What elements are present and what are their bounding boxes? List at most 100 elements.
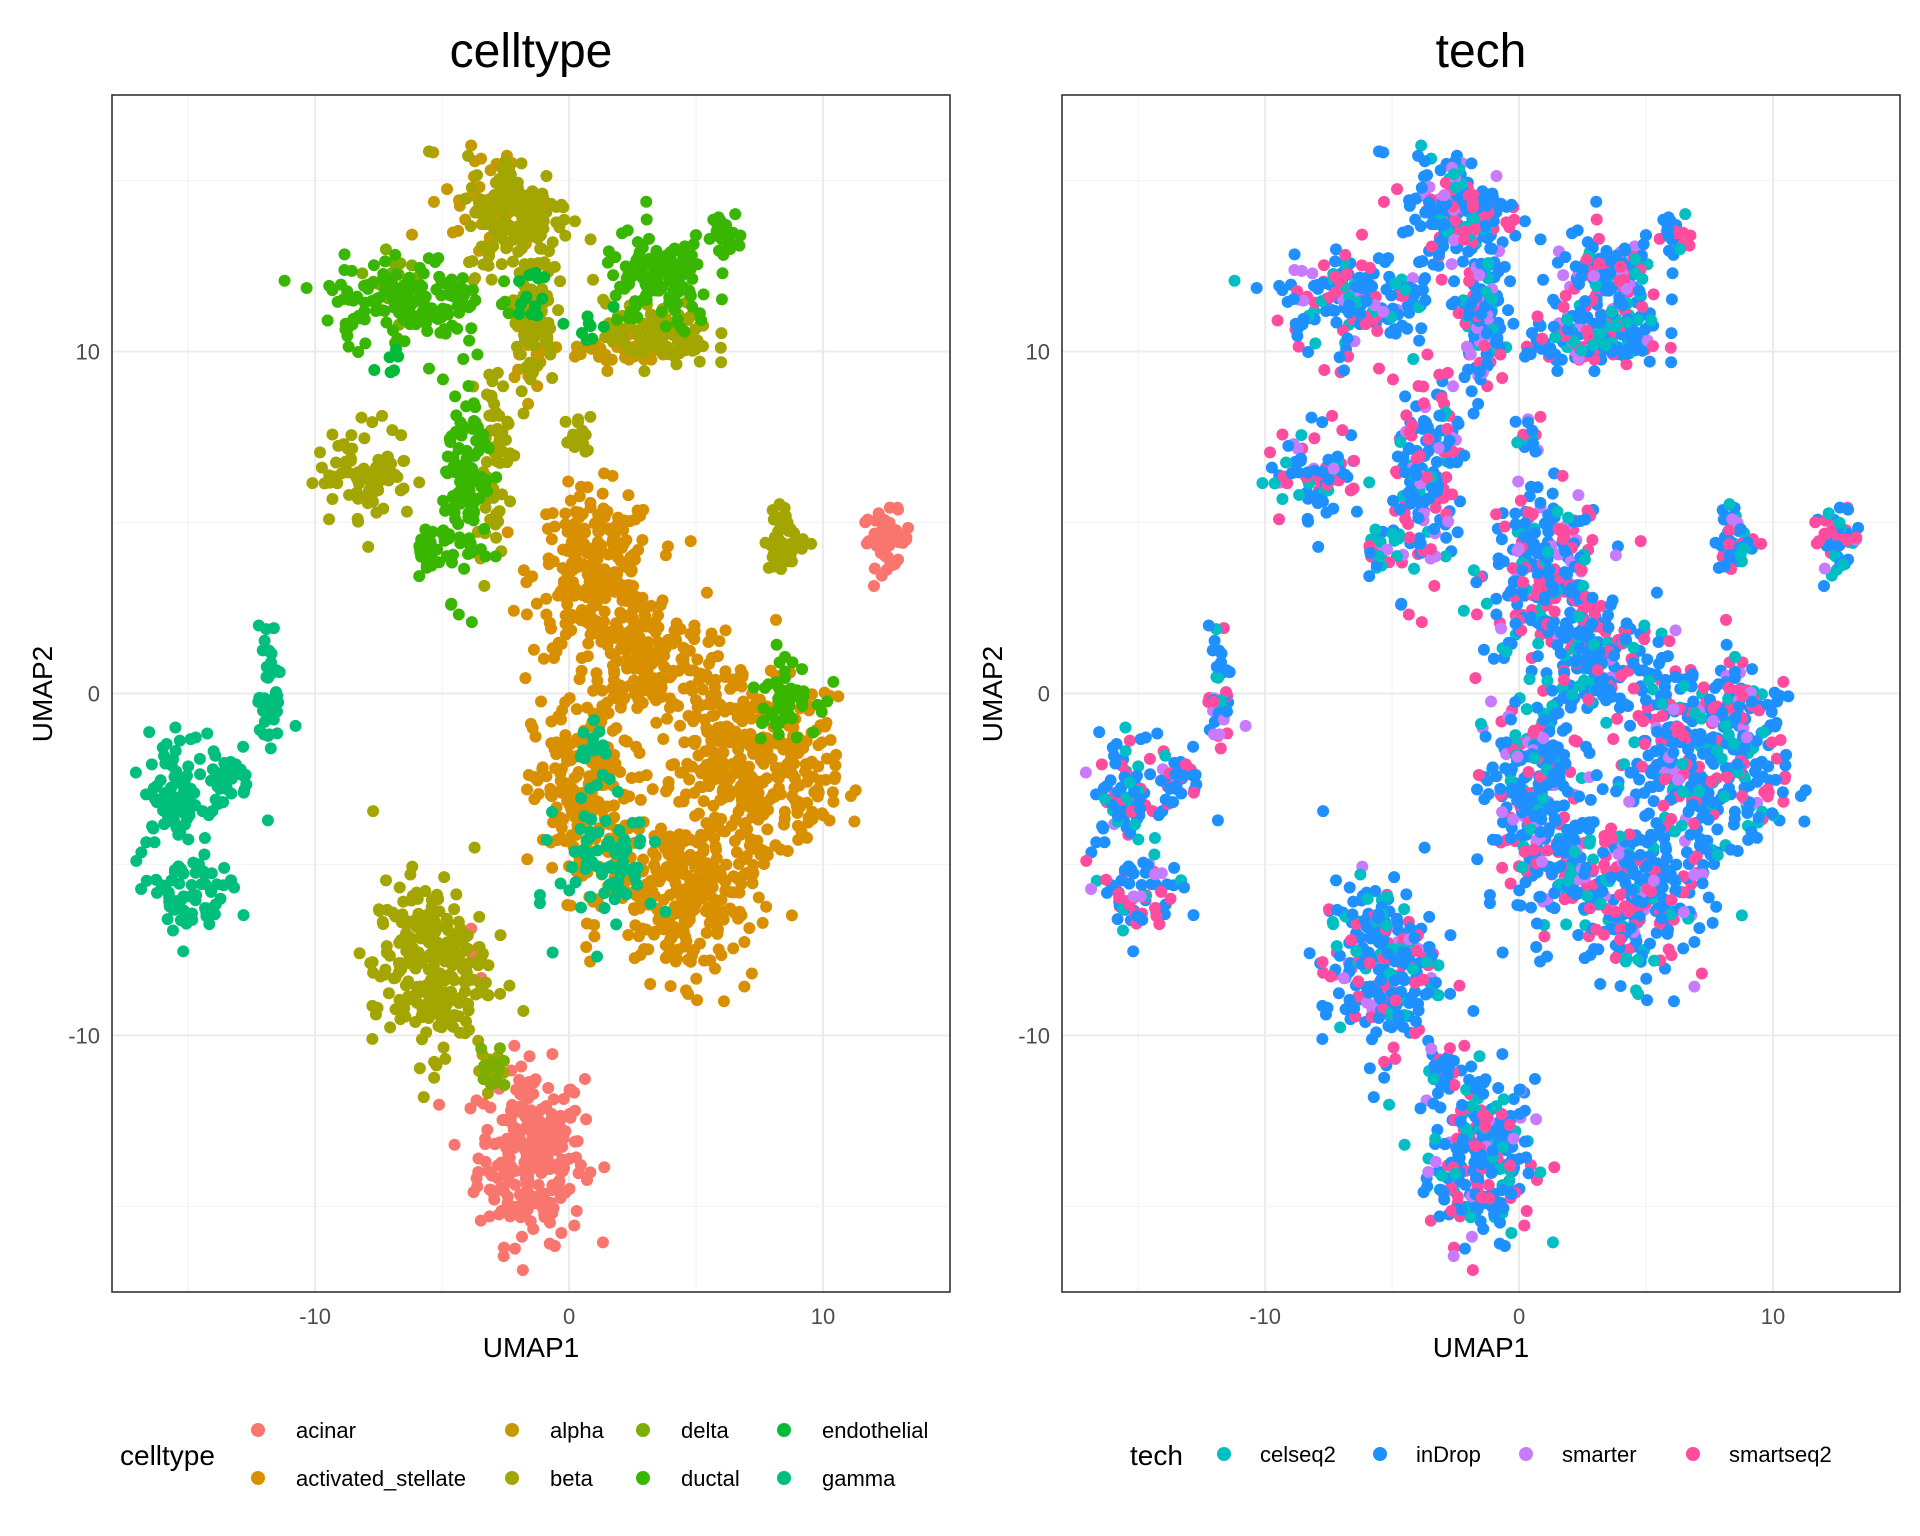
point-smartseq2: [1496, 861, 1509, 874]
point-smartseq2: [1719, 613, 1732, 626]
point-inDrop: [1660, 863, 1673, 876]
point-delta: [489, 1061, 502, 1074]
point-inDrop: [1490, 608, 1503, 621]
point-activated_stellate: [619, 655, 632, 668]
point-gamma: [178, 818, 191, 831]
point-ductal: [462, 380, 475, 393]
point-inDrop: [1769, 773, 1782, 786]
point-gamma: [213, 782, 226, 795]
point-ductal: [780, 711, 793, 724]
point-activated_stellate: [826, 786, 839, 799]
point-activated_stellate: [698, 954, 711, 967]
point-acinar: [527, 1157, 540, 1170]
point-inDrop: [1631, 894, 1644, 907]
point-beta: [438, 871, 451, 884]
point-inDrop: [1513, 1083, 1526, 1096]
point-beta: [528, 339, 541, 352]
point-activated_stellate: [739, 707, 752, 720]
point-activated_stellate: [710, 863, 723, 876]
point-beta: [469, 272, 482, 285]
point-inDrop: [1641, 653, 1654, 666]
point-beta: [483, 409, 496, 422]
point-inDrop: [1505, 1187, 1518, 1200]
point-smarter: [1507, 813, 1520, 826]
point-smartseq2: [1451, 1190, 1464, 1203]
point-smarter: [1495, 622, 1508, 635]
point-beta: [377, 462, 390, 475]
point-smartseq2: [1458, 1039, 1471, 1052]
point-smarter: [1677, 906, 1690, 919]
point-inDrop: [1504, 585, 1517, 598]
point-activated_stellate: [786, 790, 799, 803]
point-beta: [420, 985, 433, 998]
point-gamma: [540, 833, 553, 846]
point-activated_stellate: [819, 773, 832, 786]
point-acinar: [860, 537, 873, 550]
point-beta: [355, 411, 368, 424]
point-alpha: [593, 348, 606, 361]
point-gamma: [633, 816, 646, 829]
point-gamma: [546, 806, 559, 819]
point-ductal: [478, 522, 491, 535]
point-ductal: [453, 531, 466, 544]
point-smartseq2: [1482, 1178, 1495, 1191]
point-inDrop: [1528, 1072, 1541, 1085]
point-gamma: [546, 946, 559, 959]
point-acinar: [553, 1174, 566, 1187]
point-endothelial: [513, 274, 526, 287]
point-activated_stellate: [546, 861, 559, 874]
point-activated_stellate: [521, 783, 534, 796]
point-activated_stellate: [712, 923, 725, 936]
point-celseq2: [1435, 1169, 1448, 1182]
point-activated_stellate: [668, 900, 681, 913]
point-inDrop: [1549, 707, 1562, 720]
point-activated_stellate: [534, 695, 547, 708]
point-gamma: [150, 873, 163, 886]
point-beta: [447, 1020, 460, 1033]
point-celseq2: [1480, 597, 1493, 610]
point-ductal: [815, 705, 828, 718]
point-activated_stellate: [548, 520, 561, 533]
point-smartseq2: [1517, 576, 1530, 589]
point-acinar: [883, 501, 896, 514]
point-activated_stellate: [815, 736, 828, 749]
point-inDrop: [1711, 823, 1724, 836]
point-activated_stellate: [634, 620, 647, 633]
point-beta: [531, 232, 544, 245]
point-gamma: [169, 721, 182, 734]
point-acinar: [506, 1203, 519, 1216]
point-inDrop: [1658, 681, 1671, 694]
point-inDrop: [1647, 830, 1660, 843]
point-activated_stellate: [587, 792, 600, 805]
point-smartseq2: [1469, 1140, 1482, 1153]
point-activated_stellate: [727, 680, 740, 693]
point-beta: [315, 461, 328, 474]
point-inDrop: [1477, 1223, 1490, 1236]
point-acinar: [542, 1081, 555, 1094]
point-smartseq2: [1582, 693, 1595, 706]
point-inDrop: [1606, 594, 1619, 607]
point-activated_stellate: [697, 874, 710, 887]
point-activated_stellate: [587, 684, 600, 697]
point-celseq2: [1677, 680, 1690, 693]
point-celseq2: [1632, 988, 1645, 1001]
x-tick-label: 0: [563, 1304, 575, 1329]
point-alpha: [465, 139, 478, 152]
point-inDrop: [1596, 885, 1609, 898]
point-inDrop: [1579, 513, 1592, 526]
point-acinar: [519, 1140, 532, 1153]
point-ductal: [772, 728, 785, 741]
point-gamma: [644, 897, 657, 910]
point-beta: [670, 348, 683, 361]
point-activated_stellate: [697, 830, 710, 843]
point-activated_stellate: [765, 752, 778, 765]
point-activated_stellate: [545, 533, 558, 546]
point-activated_stellate: [624, 642, 637, 655]
point-smartseq2: [1637, 715, 1650, 728]
point-activated_stellate: [670, 617, 683, 630]
point-acinar: [515, 1060, 528, 1073]
point-acinar: [527, 1223, 540, 1236]
point-beta: [395, 934, 408, 947]
point-inDrop: [1569, 655, 1582, 668]
point-ductal: [716, 267, 729, 280]
